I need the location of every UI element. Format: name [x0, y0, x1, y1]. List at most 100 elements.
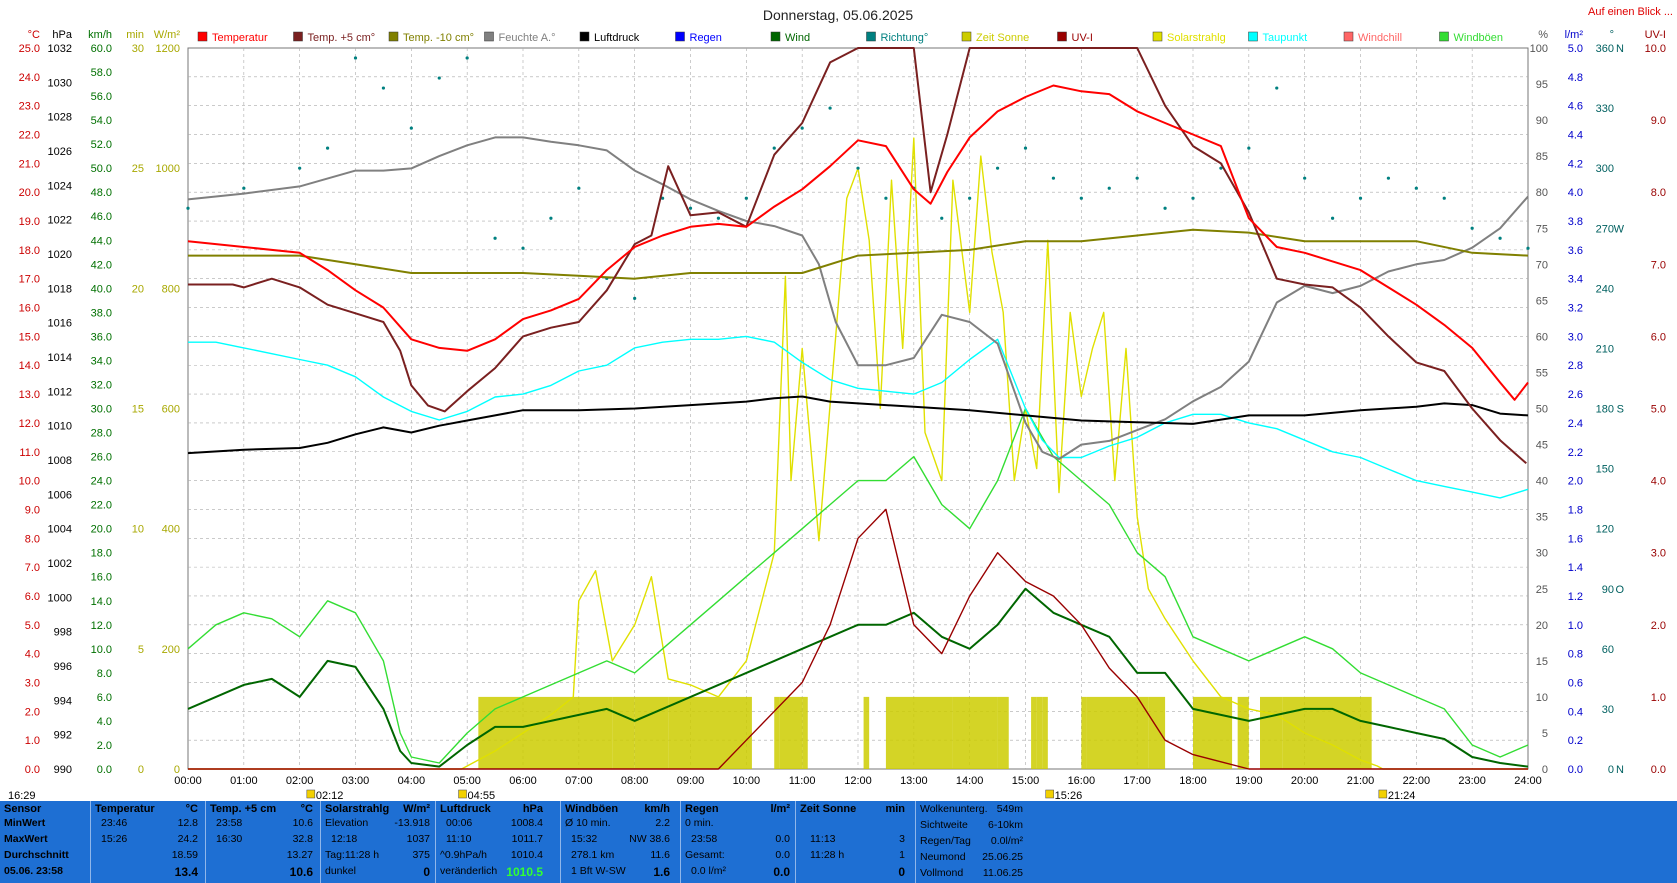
time-marker-label: 16:29: [8, 790, 36, 802]
series-richtung-point: [800, 126, 804, 130]
legend-swatch: [579, 31, 590, 42]
axis-tick-label: 34.0: [91, 355, 112, 367]
axis-tick-label: 1032: [48, 43, 72, 55]
footer-cell: 3: [899, 833, 905, 845]
axis-tick-label: 2.0: [97, 740, 112, 752]
axis-tick-label: 11.0: [19, 447, 40, 459]
x-tick-label: 01:00: [230, 775, 258, 787]
series-zeit-sonne-block: [952, 696, 998, 769]
axis-tick-label: 3.0: [1568, 331, 1583, 343]
legend-entry: Richtung°: [881, 32, 929, 44]
x-tick-label: 15:00: [1012, 775, 1040, 787]
axis-tick-label: 60.0: [91, 43, 112, 55]
legend-entry: Temp. -10 cm°: [403, 32, 474, 44]
series-richtung-point: [968, 196, 972, 200]
axis-tick-label: 14.0: [91, 596, 112, 608]
axis-tick-label: 10: [132, 524, 144, 536]
axis-tick-label: 1012: [48, 386, 72, 398]
x-tick-label: 11:00: [789, 775, 816, 787]
axis-tick-label: 994: [54, 695, 72, 707]
series-richtung-point: [1470, 226, 1474, 230]
series-zeit-sonne-block: [925, 696, 953, 769]
axis-tick-label: 20: [132, 283, 144, 295]
x-tick-label: 00:00: [174, 775, 202, 787]
axis-tick-label: 1.0: [1568, 620, 1583, 632]
axis-tick-label: 17.0: [19, 274, 40, 286]
footer-cell: Wolkenunterg.: [920, 803, 988, 815]
series-richtung-point: [744, 196, 748, 200]
time-marker-icon: [306, 789, 316, 799]
series-zeit-sonne-block: [1086, 696, 1149, 769]
axis-tick-label: 1.0: [1651, 692, 1666, 704]
axis-tick-label: 400: [162, 524, 180, 536]
chart-title: Donnerstag, 05.06.2025: [763, 7, 913, 23]
axis-tick-label: 7.0: [1651, 259, 1666, 271]
axis-tick-label: 21.0: [19, 158, 40, 170]
axis-tick-label: 1.8: [1568, 504, 1583, 516]
axis-tick-label: 30: [1602, 704, 1614, 716]
axis-tick-label: 0.6: [1568, 677, 1583, 689]
series-zeit-sonne-block: [885, 696, 892, 769]
footer-sensor-row: MaxWert: [4, 833, 48, 845]
overview-link[interactable]: Auf einen Blick ...: [1588, 6, 1673, 18]
footer-cell: 1008.4: [510, 817, 543, 829]
time-marker-label: 02:12: [316, 790, 344, 802]
legend-swatch: [197, 31, 208, 42]
legend-entry: Wind: [785, 32, 810, 44]
legend-swatch: [1152, 31, 1163, 42]
axis-tick-label: 150: [1596, 464, 1614, 476]
series-solarstrahlg-line: [188, 137, 1528, 770]
axis-tick-label: 0: [174, 764, 180, 776]
footer-cell: 0.0: [775, 849, 790, 861]
x-tick-label: 24:00: [1514, 775, 1542, 787]
series-richtung-point: [1330, 216, 1335, 220]
footer-cell: 1010.4: [510, 849, 543, 861]
axis-tick-label: 35: [1536, 512, 1548, 524]
axis-tick-label: 60: [1536, 331, 1548, 343]
axis-tick-label: 0.4: [1568, 706, 1583, 718]
axis-tick-label: 20.0: [91, 524, 112, 536]
axis-tick-label: 100: [1530, 43, 1548, 55]
series-richtung-point: [1526, 246, 1530, 250]
axis-unit-label: °: [1610, 29, 1614, 41]
footer-regen-unit: l/m²: [770, 803, 790, 815]
series-richtung-point: [1135, 176, 1139, 180]
footer-cell: 13.27: [286, 849, 313, 861]
footer-cell: 11.6: [650, 849, 670, 861]
series-zeit-sonne-block: [1148, 696, 1166, 769]
footer-cell: Elevation: [325, 817, 369, 829]
x-tick-label: 19:00: [1235, 775, 1263, 787]
axis-tick-label: 800: [162, 283, 180, 295]
axis-tick-label: 5.0: [1568, 43, 1583, 55]
axis-tick-label: 1000: [48, 592, 72, 604]
axis-tick-direction: O: [1615, 584, 1624, 596]
axis-tick-label: 24.0: [19, 72, 40, 84]
axis-tick-label: 28.0: [91, 428, 112, 440]
series-luftdruck-line: [187, 395, 1529, 455]
x-tick-label: 02:00: [286, 775, 314, 787]
axis-tick-direction: N: [1616, 43, 1624, 55]
series-richtung-point: [716, 216, 721, 220]
footer-cell: 23:46: [101, 817, 128, 829]
legend-entry: Luftdruck: [594, 32, 640, 44]
footer-temp5-column: Temp. +5 cm °C 23:58 10.6 16:30 32.8 13.…: [205, 801, 321, 883]
x-tick-label: 09:00: [677, 775, 705, 787]
legend-swatch: [675, 31, 685, 42]
x-tick-label: 18:00: [1179, 775, 1207, 787]
footer-cell: 12.8: [177, 817, 198, 829]
footer-cell: 15:32: [571, 833, 598, 845]
footer-sonne-column: Zeit Sonne min 11:13 3 11:28 h 1 0: [795, 801, 911, 883]
series-layer: [186, 47, 1530, 770]
series-richtung-point: [1023, 146, 1028, 150]
x-tick-label: 16:00: [1068, 775, 1096, 787]
axis-tick-label: 0.0: [1651, 764, 1666, 776]
axis-unit-label: %: [1538, 29, 1548, 41]
axis-tick-label: 30: [132, 43, 144, 55]
axis-tick-label: 4.0: [25, 649, 40, 661]
series-richtung-point: [298, 166, 302, 170]
series-zeit-sonne-block: [668, 696, 752, 769]
axis-tick-label: 58.0: [91, 67, 112, 79]
legend-swatch: [961, 31, 972, 42]
footer-temperatur-column: Temperatur °C 23:46 12.8 15:26 24.2 18.5…: [90, 801, 206, 883]
x-tick-label: 05:00: [453, 775, 481, 787]
